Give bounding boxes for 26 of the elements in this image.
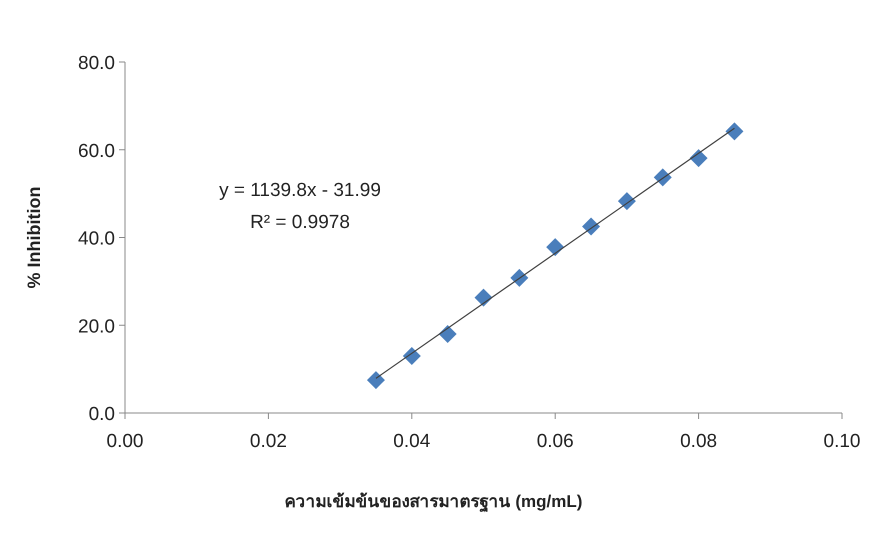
y-tick-label: 20.0 [78,316,115,338]
point [654,168,672,186]
point [582,218,600,236]
point [510,268,528,287]
x-axis-title: ความเข้มข้นของสารมาตรฐาน (mg/mL) [284,492,582,513]
x-tick-label: 0.04 [393,431,431,452]
y-axis-title: % Inhibition [24,186,44,288]
annotation: R² = 0.9978 [250,212,350,233]
point [618,192,636,210]
x-tick-label: 0.02 [250,431,287,452]
point [690,149,708,168]
point [474,288,492,307]
y-tick-label: 0.0 [88,404,115,425]
x-tick-label: 0.10 [824,431,860,452]
x-tick-label: 0.08 [680,431,718,452]
y-tick-label: 40.0 [78,228,115,250]
y-tick-label: 80.0 [78,53,115,74]
point [438,325,457,344]
point [366,371,385,390]
y-tick-label: 60.0 [78,140,115,162]
x-tick-label: 0.06 [536,431,574,452]
point [725,122,744,140]
x-tick-label: 0.00 [106,431,144,452]
point [402,346,421,365]
point [546,238,564,256]
annotation: y = 1139.8x - 31.99 [219,180,381,201]
